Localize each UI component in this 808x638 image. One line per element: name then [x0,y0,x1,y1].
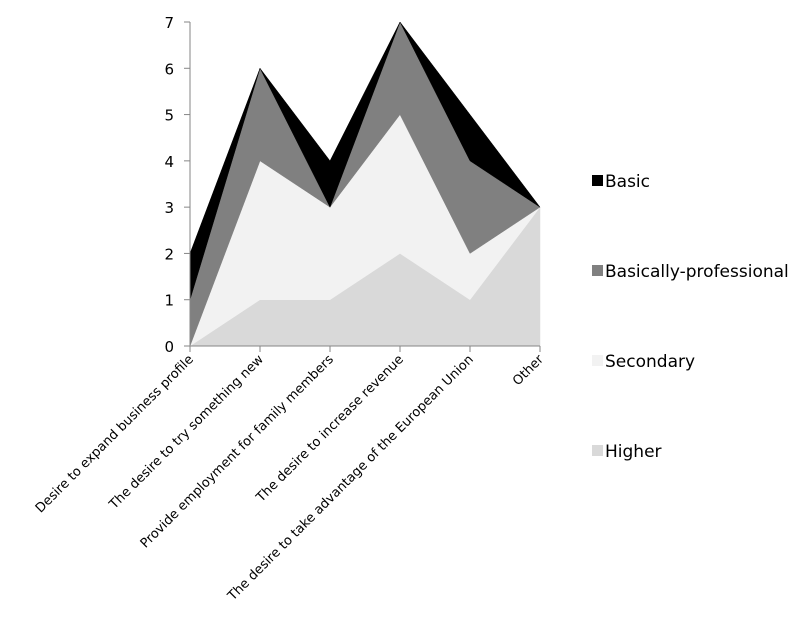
y-tick-label: 6 [164,60,174,78]
y-axis-ticks: 0 1 2 3 4 5 6 7 [164,14,190,356]
x-category-label: Other [510,352,547,389]
x-category-label: Desire to expand business profile [33,352,197,516]
legend: Basic Basically-professional Secondary High… [592,172,789,462]
legend-swatch-basically-professional [592,265,603,276]
legend-label-basic: Basic [605,172,650,192]
y-tick-label: 1 [164,292,174,310]
legend-swatch-secondary [592,355,603,366]
y-tick-label: 7 [164,14,174,32]
y-tick-label: 2 [164,245,174,263]
x-category-label: The desire to take advantage of the Euro… [224,352,476,604]
x-category-label: The desire to increase revenue [253,352,407,506]
axes [189,22,540,347]
legend-swatch-basic [592,175,603,186]
x-category-label: The desire to try something new [106,352,267,513]
legend-label-basically-professional: Basically-professional [605,262,789,282]
y-tick-label: 0 [164,338,174,356]
y-tick-label: 5 [164,107,174,125]
legend-label-secondary: Secondary [605,352,695,372]
legend-swatch-higher [592,445,603,456]
y-tick-label: 4 [164,153,174,171]
legend-label-higher: Higher [605,442,662,462]
y-tick-label: 3 [164,199,174,217]
area-series-basic [189,21,541,300]
area-series-group [189,21,541,347]
